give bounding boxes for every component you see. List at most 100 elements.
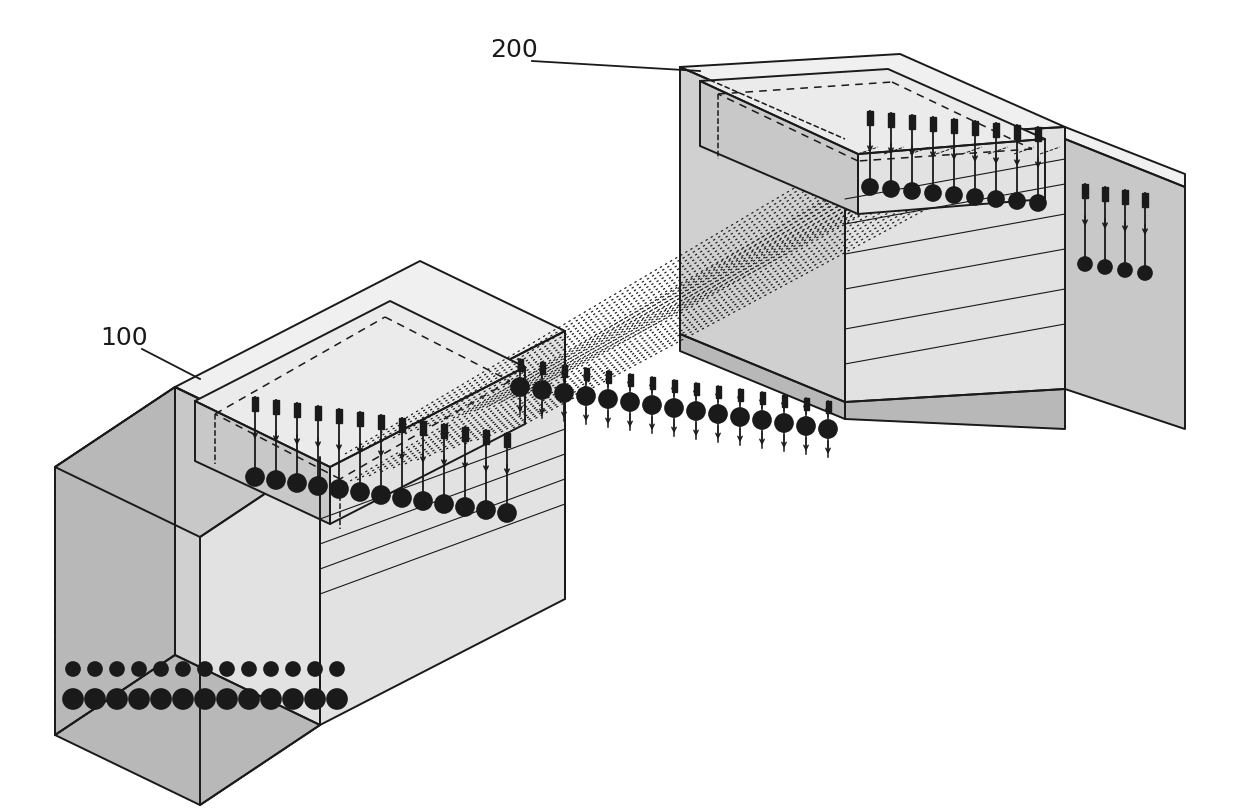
Bar bbox=[462, 427, 468, 441]
Circle shape bbox=[1098, 260, 1111, 275]
Bar bbox=[1035, 128, 1041, 142]
Bar bbox=[628, 375, 633, 387]
Polygon shape bbox=[1066, 128, 1184, 188]
Circle shape bbox=[239, 689, 259, 709]
Circle shape bbox=[242, 663, 256, 676]
Circle shape bbox=[1009, 194, 1025, 210]
Circle shape bbox=[264, 663, 278, 676]
Circle shape bbox=[286, 663, 300, 676]
Bar bbox=[672, 380, 676, 393]
Circle shape bbox=[282, 689, 304, 709]
Circle shape bbox=[498, 504, 515, 522]
Bar bbox=[826, 401, 831, 414]
Circle shape bbox=[510, 379, 529, 397]
Circle shape bbox=[221, 663, 234, 676]
Circle shape bbox=[1030, 195, 1046, 212]
Bar bbox=[1142, 194, 1149, 208]
Polygon shape bbox=[1066, 139, 1184, 430]
Polygon shape bbox=[195, 401, 330, 525]
Circle shape bbox=[533, 381, 551, 400]
Circle shape bbox=[351, 483, 369, 501]
Polygon shape bbox=[199, 457, 320, 805]
Bar bbox=[804, 398, 809, 410]
Circle shape bbox=[85, 689, 105, 709]
Polygon shape bbox=[55, 388, 320, 538]
Polygon shape bbox=[700, 82, 857, 215]
Circle shape bbox=[904, 184, 921, 200]
Polygon shape bbox=[845, 128, 1066, 402]
Circle shape bbox=[309, 663, 322, 676]
Bar bbox=[483, 431, 489, 444]
Circle shape bbox=[393, 489, 411, 508]
Circle shape bbox=[195, 689, 216, 709]
Circle shape bbox=[862, 180, 878, 195]
Polygon shape bbox=[195, 302, 525, 467]
Circle shape bbox=[261, 689, 281, 709]
Circle shape bbox=[414, 492, 432, 510]
Circle shape bbox=[66, 663, 81, 676]
Polygon shape bbox=[857, 139, 1044, 215]
Bar bbox=[378, 415, 384, 430]
Circle shape bbox=[151, 689, 171, 709]
Bar bbox=[973, 122, 978, 135]
Circle shape bbox=[643, 397, 660, 414]
Polygon shape bbox=[320, 332, 565, 725]
Circle shape bbox=[477, 501, 496, 519]
Circle shape bbox=[577, 388, 595, 406]
Polygon shape bbox=[330, 367, 525, 525]
Bar bbox=[540, 363, 545, 375]
Bar bbox=[1123, 191, 1127, 204]
Bar bbox=[584, 368, 589, 380]
Circle shape bbox=[247, 469, 264, 487]
Text: 100: 100 bbox=[100, 325, 147, 350]
Circle shape bbox=[987, 191, 1004, 208]
Circle shape bbox=[776, 414, 793, 432]
Bar bbox=[336, 410, 342, 423]
Bar bbox=[909, 116, 914, 130]
Polygon shape bbox=[700, 70, 1044, 155]
Circle shape bbox=[598, 391, 617, 409]
Circle shape bbox=[555, 384, 572, 402]
Bar bbox=[760, 393, 764, 405]
Polygon shape bbox=[680, 335, 845, 419]
Circle shape bbox=[173, 689, 193, 709]
Circle shape bbox=[456, 499, 475, 517]
Circle shape bbox=[107, 689, 128, 709]
Polygon shape bbox=[680, 55, 1066, 139]
Circle shape bbox=[621, 393, 639, 411]
Bar bbox=[888, 114, 895, 128]
Bar bbox=[650, 378, 655, 389]
Circle shape bbox=[133, 663, 146, 676]
Bar bbox=[738, 389, 743, 401]
Bar bbox=[563, 366, 567, 378]
Circle shape bbox=[819, 420, 838, 439]
Polygon shape bbox=[175, 262, 565, 457]
Polygon shape bbox=[845, 389, 1066, 430]
Circle shape bbox=[966, 190, 983, 206]
Circle shape bbox=[330, 480, 348, 499]
Circle shape bbox=[129, 689, 149, 709]
Circle shape bbox=[435, 496, 453, 513]
Circle shape bbox=[1078, 258, 1092, 272]
Bar bbox=[357, 413, 363, 427]
Bar bbox=[867, 112, 873, 126]
Circle shape bbox=[926, 186, 940, 202]
Bar bbox=[504, 433, 510, 448]
Text: 200: 200 bbox=[489, 38, 538, 62]
Circle shape bbox=[305, 689, 325, 709]
Bar bbox=[694, 384, 699, 396]
Circle shape bbox=[88, 663, 102, 676]
Bar bbox=[399, 418, 405, 432]
Bar bbox=[420, 422, 426, 436]
Circle shape bbox=[110, 663, 124, 676]
Bar bbox=[273, 401, 279, 414]
Circle shape bbox=[709, 406, 727, 423]
Bar bbox=[1101, 188, 1108, 202]
Bar bbox=[441, 424, 447, 439]
Circle shape bbox=[198, 663, 212, 676]
Circle shape bbox=[753, 411, 771, 430]
Polygon shape bbox=[175, 388, 320, 725]
Circle shape bbox=[176, 663, 190, 676]
Circle shape bbox=[947, 188, 961, 204]
Circle shape bbox=[731, 409, 750, 427]
